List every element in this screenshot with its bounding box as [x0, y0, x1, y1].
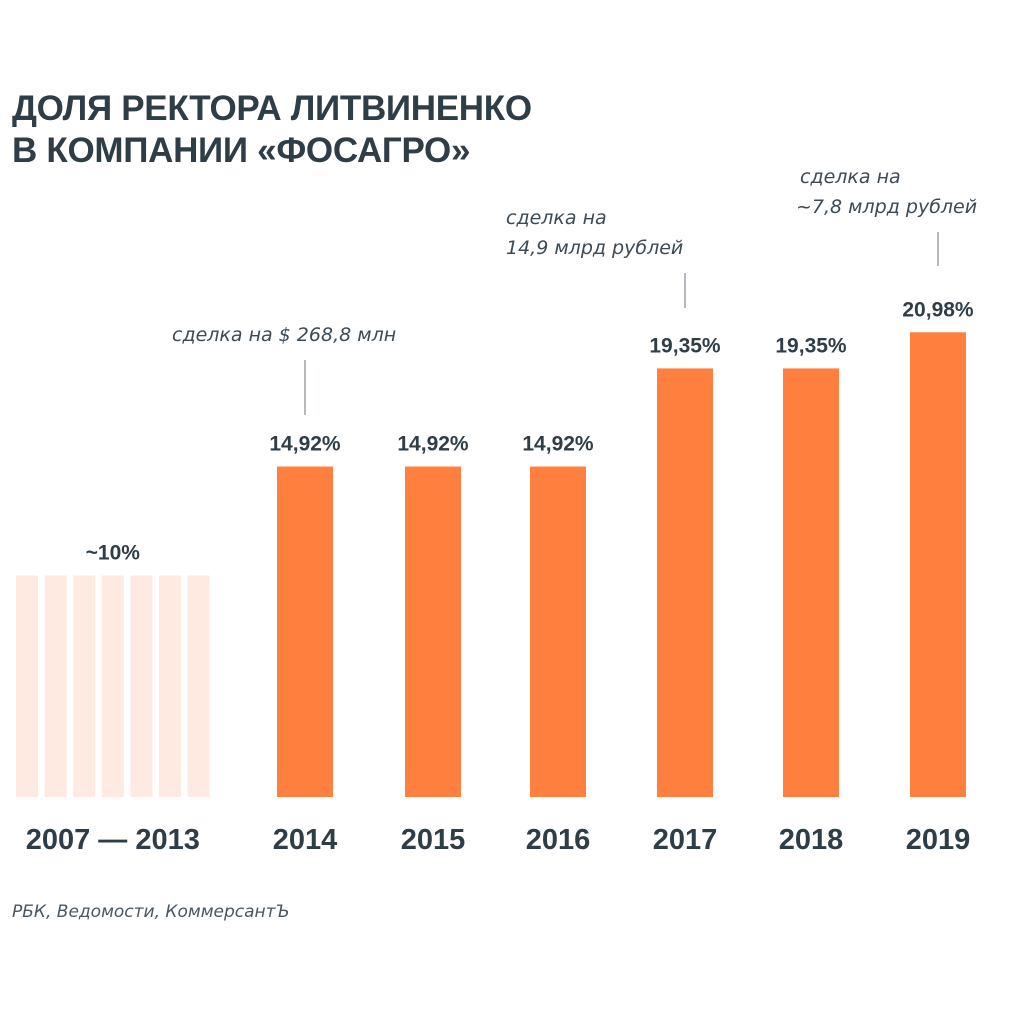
annotations-group: сделка на $ 268,8 млн сделка на 14,9 млрд …	[172, 166, 977, 415]
value-label: 20,98%	[902, 298, 974, 321]
value-label: 14,92%	[269, 433, 341, 456]
bar-faded	[73, 575, 96, 797]
bar-faded	[187, 575, 210, 797]
annotation-text: ~7,8 млрд рублей	[796, 196, 977, 218]
category-label: 2014	[273, 824, 338, 856]
bar-faded	[101, 575, 124, 797]
bar	[530, 466, 586, 797]
bar	[405, 466, 461, 797]
value-label: 19,35%	[775, 334, 847, 357]
annotation-text: сделка на $ 268,8 млн	[172, 324, 396, 346]
annotation-text: сделка на	[506, 207, 607, 229]
bar	[277, 466, 333, 797]
bar	[657, 368, 713, 797]
category-label: 2016	[526, 824, 591, 856]
bar	[910, 332, 966, 797]
category-label: 2017	[653, 824, 718, 856]
category-label: 2018	[779, 824, 844, 856]
chart-title-line-1: ДОЛЯ РЕКТОРА ЛИТВИНЕНКО	[12, 89, 532, 128]
annotation-text: 14,9 млрд рублей	[506, 237, 683, 259]
category-labels-group: 2007 — 2013 2014 2015 2016 2017 2018 2019	[26, 824, 971, 856]
category-label: 2015	[401, 824, 466, 856]
annotation-text: сделка на	[800, 166, 901, 188]
bar-faded	[130, 575, 153, 797]
value-label: 14,92%	[522, 433, 594, 456]
value-label: ~10%	[86, 542, 141, 565]
value-label: 19,35%	[649, 334, 721, 357]
chart-title-line-2: В КОМПАНИИ «ФОСАГРО»	[12, 131, 471, 170]
category-label: 2007 — 2013	[26, 824, 200, 856]
source-note: РБК, Ведомости, КоммерсантЪ	[12, 902, 290, 922]
value-label: 14,92%	[397, 433, 469, 456]
value-labels-group: ~10% 14,92% 14,92% 14,92% 19,35% 19,35% 20,98%	[86, 298, 974, 564]
bar-faded	[159, 575, 181, 797]
bar-faded	[16, 575, 38, 797]
category-label: 2019	[906, 824, 971, 856]
chart-title: ДОЛЯ РЕКТОРА ЛИТВИНЕНКО В КОМПАНИИ «ФОСА…	[12, 88, 532, 172]
bar	[783, 368, 839, 797]
bar-faded	[44, 575, 67, 797]
bars-group	[16, 332, 966, 797]
